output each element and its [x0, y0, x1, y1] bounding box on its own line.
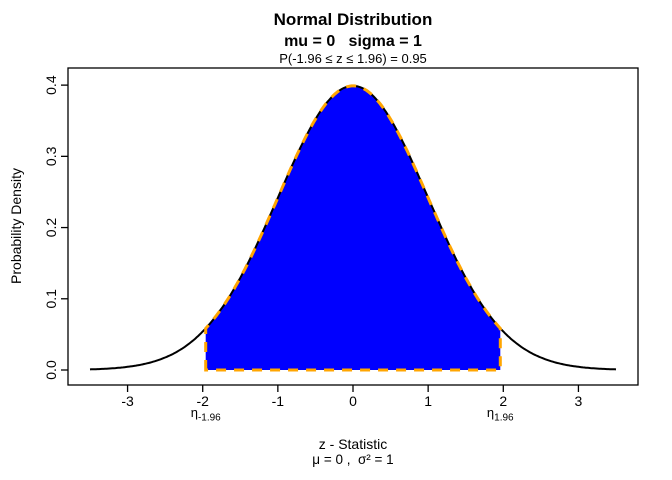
- x-tick-label: -2: [196, 393, 209, 409]
- x-tick-label: 3: [575, 393, 583, 409]
- x-tick-label: 2: [499, 393, 507, 409]
- x-tick-label: 1: [424, 393, 432, 409]
- y-tick-label: 0.2: [43, 218, 59, 238]
- shaded-region: [205, 85, 501, 371]
- y-tick-label: 0.4: [43, 75, 59, 95]
- y-tick-label: 0.0: [43, 360, 59, 380]
- x-tick-label: -1: [272, 393, 285, 409]
- y-tick-label: 0.3: [43, 146, 59, 166]
- x-tick-label: -3: [121, 393, 134, 409]
- confidence-outline: [204, 84, 502, 372]
- x-tick-label: 0: [349, 393, 357, 409]
- y-tick-label: 0.1: [43, 289, 59, 309]
